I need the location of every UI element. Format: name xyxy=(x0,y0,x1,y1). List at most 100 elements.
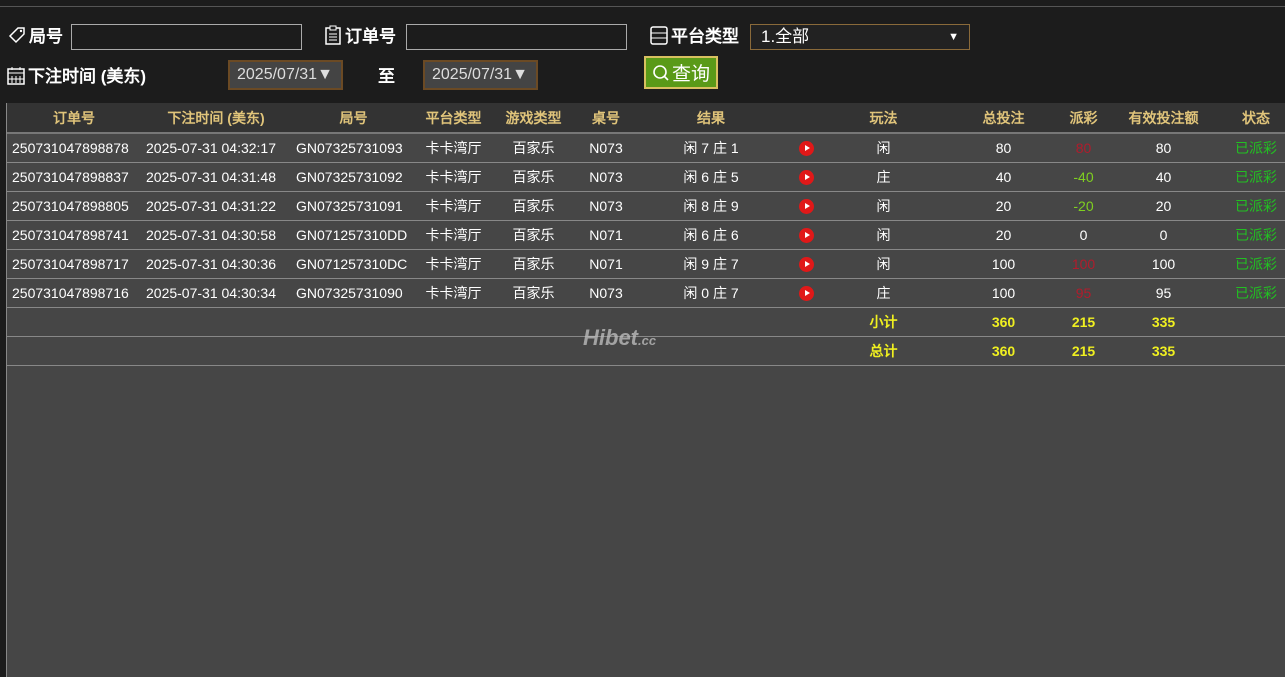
table-row: 250731047898805 2025-07-31 04:31:22 GN0732… xyxy=(7,191,1285,221)
cell-play: 庄 xyxy=(826,162,941,192)
game-no-input[interactable] xyxy=(71,24,302,50)
top-divider xyxy=(0,6,1285,7)
watermark-logo: Hibet.cc xyxy=(583,325,657,350)
platform-select[interactable]: 1.全部 ▼ xyxy=(750,24,970,50)
cell-result: 闲 6 庄 5 xyxy=(636,162,786,192)
play-video-icon[interactable] xyxy=(798,169,814,185)
column-header: 局号 xyxy=(291,103,416,134)
order-no-input[interactable] xyxy=(406,24,627,50)
cell-bet: 20 xyxy=(941,191,1066,221)
cell-play: 庄 xyxy=(826,278,941,308)
spacer xyxy=(7,336,826,366)
play-video-cell xyxy=(786,220,826,250)
cell-valid: 95 xyxy=(1101,278,1226,308)
cell-status: 已派彩 xyxy=(1226,133,1285,163)
cell-platform: 卡卡湾厅 xyxy=(416,220,491,250)
column-header: 有效投注额 xyxy=(1101,103,1226,134)
cell-time: 2025-07-31 04:31:22 xyxy=(141,191,291,221)
column-header: 状态 xyxy=(1226,103,1285,134)
cell-payout: 0 xyxy=(1066,220,1101,250)
cell-type: 百家乐 xyxy=(491,133,576,163)
cell-game: GN071257310DC xyxy=(291,249,416,279)
cell-type: 百家乐 xyxy=(491,278,576,308)
column-header: 派彩 xyxy=(1066,103,1101,134)
bet-time-label: 下注时间 (美东) xyxy=(7,62,146,87)
date-from-select[interactable]: 2025/07/31▼ xyxy=(228,60,343,90)
cell-platform: 卡卡湾厅 xyxy=(416,191,491,221)
cell-bet: 100 xyxy=(941,249,1066,279)
cell-bet: 40 xyxy=(941,162,1066,192)
cell-platform: 卡卡湾厅 xyxy=(416,249,491,279)
cell-type: 百家乐 xyxy=(491,249,576,279)
play-video-cell xyxy=(786,278,826,308)
table-row: 250731047898741 2025-07-31 04:30:58 GN0712… xyxy=(7,220,1285,250)
cell-table: N071 xyxy=(576,249,636,279)
subtotal-row: 小计 360 215 335 xyxy=(7,307,1285,337)
play-video-icon[interactable] xyxy=(798,198,814,214)
cell-result: 闲 9 庄 7 xyxy=(636,249,786,279)
cell-result: 闲 0 庄 7 xyxy=(636,278,786,308)
cell-game: GN071257310DD xyxy=(291,220,416,250)
cell-status: 已派彩 xyxy=(1226,220,1285,250)
cell-valid: 0 xyxy=(1101,220,1226,250)
cell-time: 2025-07-31 04:31:48 xyxy=(141,162,291,192)
cell-status: 已派彩 xyxy=(1226,249,1285,279)
cell-payout: 100 xyxy=(1066,249,1101,279)
subtotal-bet: 360 xyxy=(941,307,1066,337)
cell-time: 2025-07-31 04:30:58 xyxy=(141,220,291,250)
calendar-icon xyxy=(7,66,25,85)
cell-valid: 20 xyxy=(1101,191,1226,221)
cell-platform: 卡卡湾厅 xyxy=(416,162,491,192)
cell-table: N073 xyxy=(576,133,636,163)
table-row: 250731047898837 2025-07-31 04:31:48 GN0732… xyxy=(7,162,1285,192)
spacer xyxy=(1226,307,1285,337)
search-button[interactable]: 查询 xyxy=(644,56,718,89)
cell-result: 闲 7 庄 1 xyxy=(636,133,786,163)
cell-order: 250731047898716 xyxy=(7,278,141,308)
list-icon xyxy=(650,25,668,45)
date-to-select[interactable]: 2025/07/31▼ xyxy=(423,60,538,90)
order-no-label: 订单号 xyxy=(324,22,396,47)
cell-payout: 80 xyxy=(1066,133,1101,163)
spacer xyxy=(1226,336,1285,366)
cell-play: 闲 xyxy=(826,220,941,250)
column-header: 游戏类型 xyxy=(491,103,576,134)
cell-platform: 卡卡湾厅 xyxy=(416,278,491,308)
table-row: 250731047898717 2025-07-31 04:30:36 GN0712… xyxy=(7,249,1285,279)
cell-order: 250731047898717 xyxy=(7,249,141,279)
column-header: 下注时间 (美东) xyxy=(141,103,291,134)
cell-order: 250731047898837 xyxy=(7,162,141,192)
subtotal-payout: 215 xyxy=(1066,307,1101,337)
cell-bet: 80 xyxy=(941,133,1066,163)
play-video-icon[interactable] xyxy=(798,256,814,272)
cell-game: GN07325731093 xyxy=(291,133,416,163)
cell-table: N073 xyxy=(576,191,636,221)
cell-time: 2025-07-31 04:30:36 xyxy=(141,249,291,279)
cell-table: N073 xyxy=(576,162,636,192)
total-label: 总计 xyxy=(826,336,941,366)
play-video-cell xyxy=(786,249,826,279)
cell-status: 已派彩 xyxy=(1226,191,1285,221)
cell-type: 百家乐 xyxy=(491,220,576,250)
cell-order: 250731047898878 xyxy=(7,133,141,163)
cell-game: GN07325731090 xyxy=(291,278,416,308)
cell-play: 闲 xyxy=(826,191,941,221)
cell-payout: -40 xyxy=(1066,162,1101,192)
bet-records-table: 订单号 下注时间 (美东) 局号 平台类型 游戏类型 桌号 结果 玩法 总投注 派彩 有效投注额 状态… xyxy=(7,103,1285,366)
cell-type: 百家乐 xyxy=(491,191,576,221)
column-header: 玩法 xyxy=(826,103,941,134)
search-icon xyxy=(653,64,669,81)
cell-game: GN07325731091 xyxy=(291,191,416,221)
subtotal-valid: 335 xyxy=(1101,307,1226,337)
cell-result: 闲 6 庄 6 xyxy=(636,220,786,250)
cell-platform: 卡卡湾厅 xyxy=(416,133,491,163)
chevron-down-icon: ▼ xyxy=(948,31,959,43)
play-video-icon[interactable] xyxy=(798,141,814,157)
cell-game: GN07325731092 xyxy=(291,162,416,192)
play-video-icon[interactable] xyxy=(798,227,814,243)
cell-status: 已派彩 xyxy=(1226,162,1285,192)
column-header: 总投注 xyxy=(941,103,1066,134)
table-row: 250731047898716 2025-07-31 04:30:34 GN0732… xyxy=(7,278,1285,308)
play-video-icon[interactable] xyxy=(798,285,814,301)
cell-payout: 95 xyxy=(1066,278,1101,308)
